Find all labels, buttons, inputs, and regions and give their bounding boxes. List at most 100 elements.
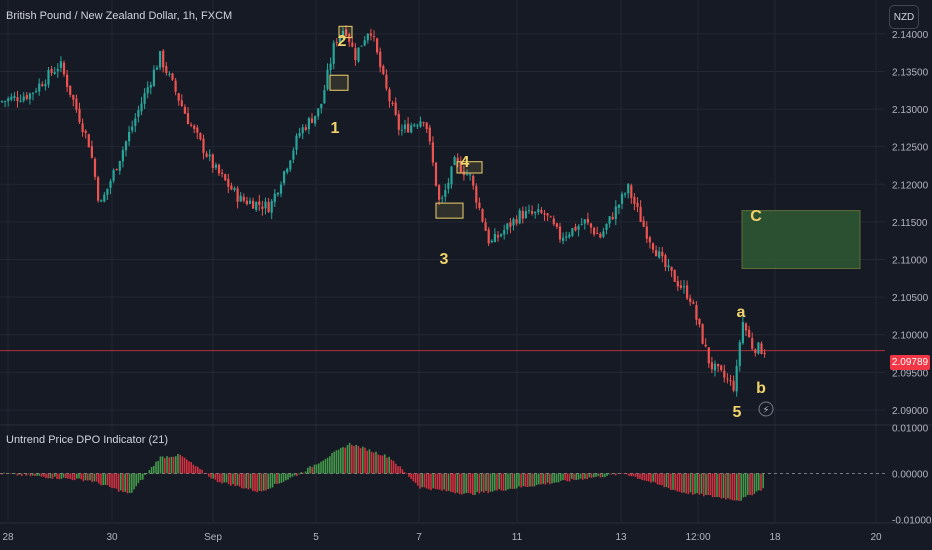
candle-body	[713, 363, 717, 371]
price-tick-label: 2.10500	[892, 293, 929, 304]
candle-body	[208, 154, 211, 157]
candle-body	[44, 84, 47, 87]
candle-body	[53, 72, 56, 74]
dpo-bar	[289, 473, 291, 478]
dpo-bar	[610, 473, 613, 475]
dpo-bar	[714, 473, 716, 498]
dpo-bar	[366, 450, 368, 474]
dpo-bar	[722, 473, 725, 498]
dpo-bar	[445, 473, 448, 492]
dpo-bar	[91, 473, 93, 483]
dpo-bar	[155, 461, 157, 474]
candle-body	[171, 73, 174, 80]
dpo-bar	[252, 473, 254, 491]
dpo-bar	[16, 473, 19, 476]
dpo-bar	[412, 473, 415, 482]
candle-body	[283, 171, 286, 184]
dpo-bar	[711, 473, 714, 498]
dpo-bar	[595, 473, 597, 477]
dpo-bar	[456, 473, 459, 493]
dpo-bar	[38, 473, 41, 476]
dpo-bar	[249, 473, 252, 489]
dpo-bar	[76, 473, 78, 479]
dpo-bar	[555, 473, 558, 483]
wave-label-2: 2	[338, 33, 347, 50]
dpo-bar	[329, 456, 331, 474]
dpo-bar	[469, 473, 472, 494]
candle-body	[664, 255, 667, 268]
dpo-bar	[720, 473, 723, 499]
candle-body	[506, 223, 509, 230]
dpo-bar	[100, 473, 102, 486]
dpo-bar	[315, 464, 318, 474]
candle-body	[103, 194, 106, 202]
dpo-bar	[287, 473, 289, 480]
dpo-bar	[104, 473, 107, 486]
dpo-bar	[342, 447, 344, 474]
dpo-bar	[364, 447, 366, 474]
dpo-histogram	[1, 442, 764, 501]
candle-body	[50, 68, 53, 74]
dpo-bar	[322, 460, 324, 474]
wave-overlays: 1 2 3 4 5 a b C ⚡	[329, 25, 861, 421]
price-tick-label: 2.11000	[892, 256, 928, 267]
dpo-bar	[51, 473, 54, 479]
dpo-bar	[80, 473, 82, 480]
candle-body	[701, 324, 704, 344]
dpo-bar	[1, 473, 3, 475]
candle-body	[518, 210, 521, 224]
dpo-bar	[84, 473, 87, 481]
wave-label-1: 1	[331, 120, 340, 137]
dpo-bar	[452, 473, 454, 493]
dpo-bar	[23, 473, 25, 475]
dpo-bar	[109, 473, 111, 487]
dpo-bar	[45, 473, 47, 479]
candle-body	[589, 223, 593, 228]
dpo-bar	[450, 473, 452, 492]
grid	[0, 0, 932, 524]
candle-body	[679, 285, 682, 288]
candle-body	[630, 185, 633, 198]
dpo-bar	[632, 473, 635, 477]
time-tick-label: 12:00	[685, 532, 710, 543]
dpo-bar	[267, 473, 269, 490]
candle-body	[481, 209, 484, 222]
dpo-bar	[707, 473, 709, 496]
candle-body	[354, 48, 357, 61]
dpo-bar	[747, 473, 749, 495]
dpo-bar	[126, 473, 129, 494]
dpo-bar	[410, 473, 412, 479]
wave-label-3: 3	[440, 251, 449, 268]
time-tick-label: 30	[106, 532, 118, 543]
dpo-bar	[421, 473, 423, 488]
lightning-icon: ⚡	[762, 405, 769, 416]
currency-button[interactable]: NZD	[889, 5, 919, 29]
dpo-bar	[260, 473, 263, 492]
dpo-bar	[755, 473, 758, 492]
candle-body	[552, 218, 555, 225]
dpo-bar	[276, 473, 278, 485]
dpo-bar	[186, 459, 188, 474]
candle-body	[276, 192, 279, 195]
dpo-tick-label: 0.01000	[892, 423, 929, 434]
dpo-bar	[483, 473, 485, 493]
dpo-bar	[82, 473, 85, 482]
dpo-bar	[87, 473, 89, 481]
candle-body	[109, 181, 112, 188]
candle-body	[177, 93, 180, 101]
dpo-bar	[604, 473, 606, 478]
candle-body	[4, 100, 7, 102]
dpo-bar	[648, 473, 650, 482]
dpo-bar	[590, 473, 593, 479]
candle-body	[363, 40, 366, 46]
candle-body	[568, 234, 571, 238]
candle-body	[710, 362, 713, 370]
candle-body	[310, 118, 314, 123]
candle-body	[531, 211, 534, 214]
dpo-bar	[502, 473, 505, 491]
candle-body	[425, 122, 428, 129]
candle-body	[611, 216, 614, 220]
candle-body	[655, 250, 658, 257]
dpo-bar	[494, 473, 496, 491]
